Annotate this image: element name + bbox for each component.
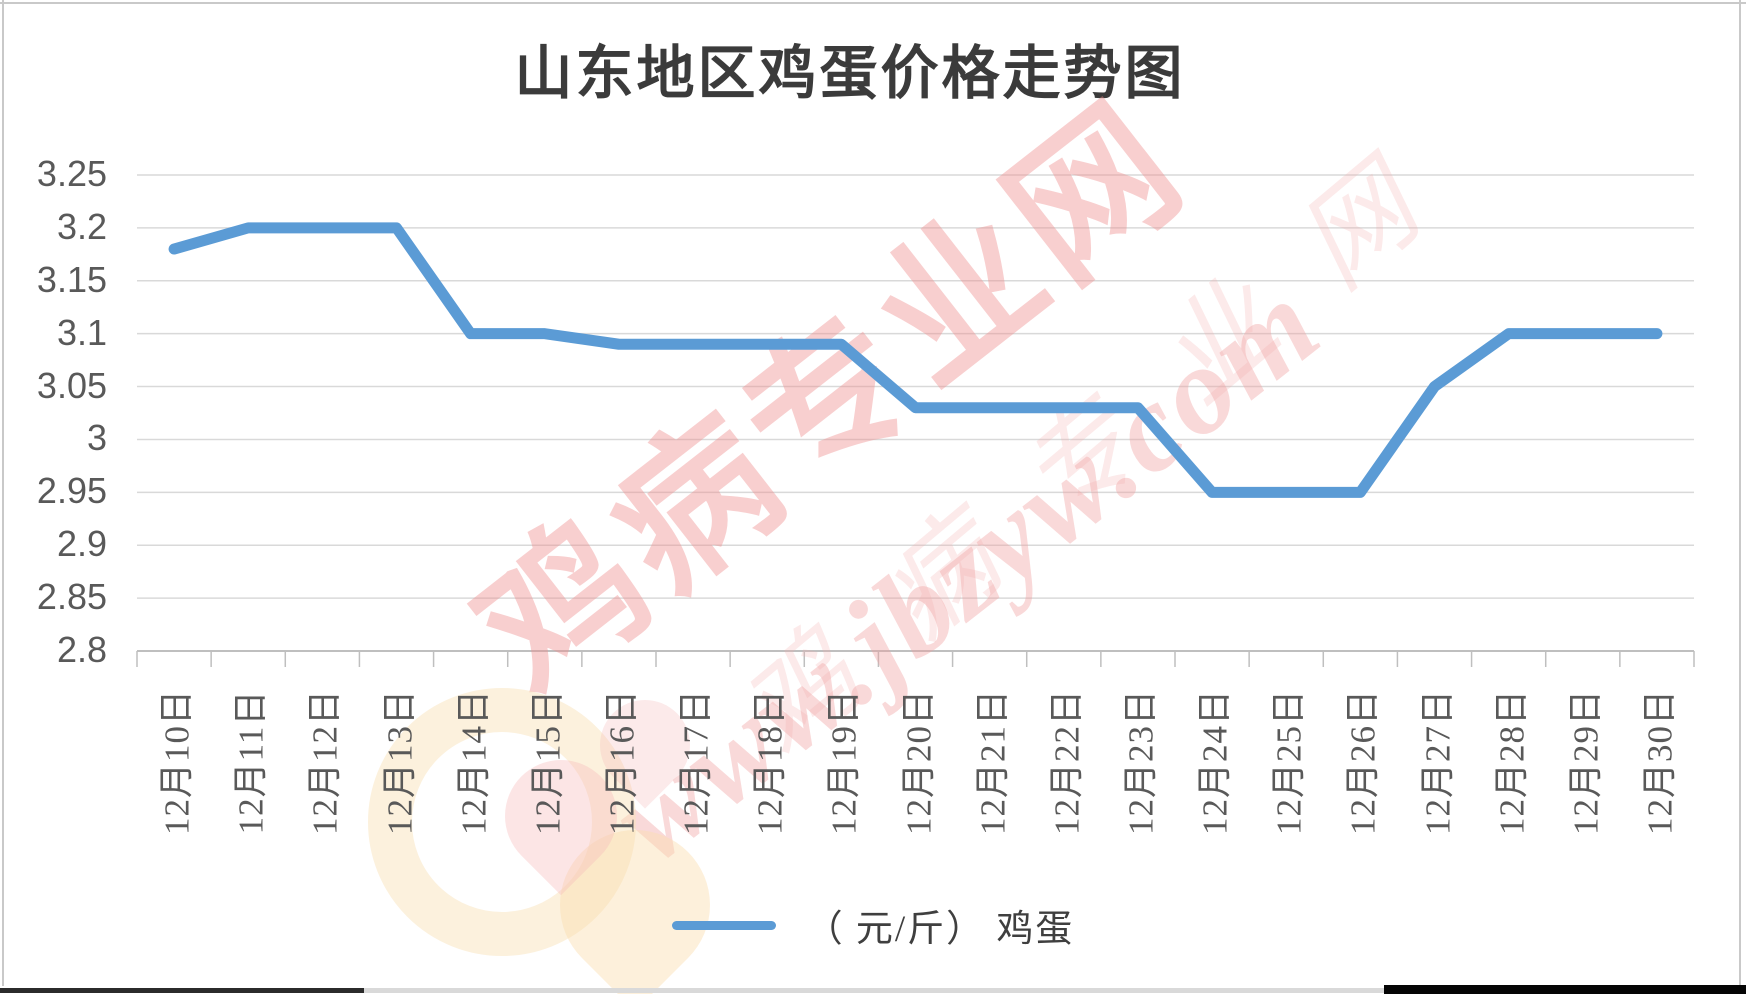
y-axis-tick-label: 2.8 xyxy=(56,629,107,671)
y-axis-tick-label: 3.05 xyxy=(36,364,107,406)
y-axis-tick-label: 3.15 xyxy=(36,258,107,300)
scrollbar-thumb[interactable] xyxy=(0,988,364,993)
x-axis-tick-label: 12月20日 xyxy=(899,688,938,836)
y-axis-tick-label: 3.25 xyxy=(36,153,107,195)
legend-series-label: （ 元/斤） 鸡蛋 xyxy=(805,909,1075,950)
x-axis-tick-label: 12月11日 xyxy=(231,689,271,835)
horizontal-scrollbar xyxy=(0,984,1746,994)
x-axis-tick-label: 12月19日 xyxy=(824,688,864,836)
x-axis-tick-label: 12月15日 xyxy=(528,688,568,836)
x-axis-tick-label: 12月28日 xyxy=(1492,688,1532,836)
bottom-right-bar xyxy=(1384,985,1746,994)
y-axis-tick-label: 2.9 xyxy=(56,523,107,565)
scrollbar-track xyxy=(0,988,1746,993)
x-axis-tick-label: 12月17日 xyxy=(676,688,716,836)
x-axis-tick-label: 12月26日 xyxy=(1343,688,1383,836)
frame-border-top xyxy=(0,2,1746,4)
y-axis-tick-label: 2.85 xyxy=(36,576,107,618)
frame-border-left xyxy=(2,0,4,986)
chart-title: 山东地区鸡蛋价格走势图 xyxy=(514,41,1186,106)
x-axis-tick-label: 12月22日 xyxy=(1047,688,1087,836)
x-axis-tick-label: 12月12日 xyxy=(305,688,345,836)
y-axis-tick-label: 3 xyxy=(86,417,107,459)
y-axis-tick-label: 3.1 xyxy=(56,311,107,353)
x-axis-tick-label: 12月14日 xyxy=(454,688,494,836)
x-axis-tick-label: 12月21日 xyxy=(973,688,1013,836)
x-axis-tick-label: 12月27日 xyxy=(1418,688,1457,836)
x-axis-tick-label: 12月13日 xyxy=(380,688,419,836)
x-axis-tick-label: 12月16日 xyxy=(602,688,642,836)
legend: （ 元/斤） 鸡蛋 xyxy=(0,900,1746,950)
frame-border-right xyxy=(1739,0,1741,986)
x-axis-tick-label: 12月25日 xyxy=(1269,688,1309,836)
y-axis-tick-label: 2.95 xyxy=(36,470,107,512)
x-axis-tick-label: 12月30日 xyxy=(1640,688,1680,836)
x-axis-tick-label: 12月23日 xyxy=(1121,688,1161,836)
x-axis-tick-label: 12月18日 xyxy=(750,688,790,836)
legend-line-swatch-icon xyxy=(671,920,776,930)
x-axis-tick-label: 12月24日 xyxy=(1195,688,1235,836)
x-axis-tick-label: 12月29日 xyxy=(1566,688,1606,836)
x-axis-tick-label: 12月10日 xyxy=(157,688,197,836)
y-axis-tick-label: 3.2 xyxy=(56,206,107,248)
